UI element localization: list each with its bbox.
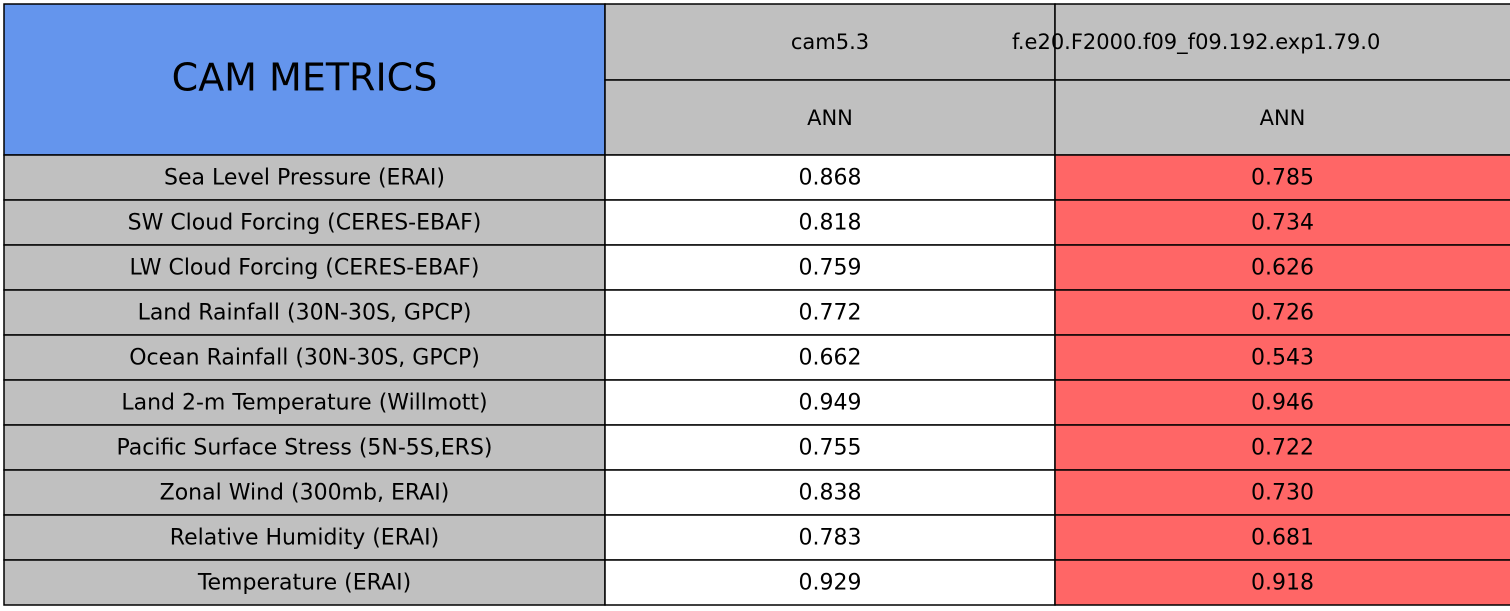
row-label: Sea Level Pressure (ERAI) <box>164 166 445 191</box>
metric-value: 0.918 <box>1251 571 1314 596</box>
row-label: Land 2-m Temperature (Willmott) <box>121 391 487 416</box>
row-label-cell <box>3 379 606 426</box>
row-label: LW Cloud Forcing (CERES-EBAF) <box>129 256 479 281</box>
column-header-cell <box>604 3 1056 81</box>
metric-value: 0.838 <box>799 481 862 506</box>
metric-value: 0.722 <box>1251 436 1314 461</box>
metric-value: 0.734 <box>1251 211 1314 236</box>
season-header-cell <box>604 79 1056 156</box>
column-name: f.e20.F2000.f09_f09.192.exp1.79.0 <box>1012 30 1380 55</box>
value-cell <box>1054 199 1510 246</box>
season-label: ANN <box>807 106 853 130</box>
metric-value: 0.929 <box>799 571 862 596</box>
metric-value: 0.818 <box>799 211 862 236</box>
value-cell <box>604 424 1056 471</box>
table-title: CAM METRICS <box>172 56 438 100</box>
row-label-cell <box>3 469 606 516</box>
value-cell <box>1054 514 1510 561</box>
value-cell <box>604 334 1056 381</box>
value-cell <box>1054 469 1510 516</box>
value-cell <box>604 379 1056 426</box>
metric-value: 0.726 <box>1251 301 1314 326</box>
value-cell <box>1054 289 1510 336</box>
value-cell <box>604 514 1056 561</box>
metric-value: 0.681 <box>1251 526 1314 551</box>
value-cell <box>604 244 1056 291</box>
metric-value: 0.785 <box>1251 166 1314 191</box>
column-header-cell <box>1054 3 1510 81</box>
row-label: SW Cloud Forcing (CERES-EBAF) <box>128 211 482 236</box>
row-label: Temperature (ERAI) <box>197 571 411 596</box>
metric-value: 0.662 <box>799 346 862 371</box>
metric-value: 0.543 <box>1251 346 1314 371</box>
column-name: cam5.3 <box>791 30 869 54</box>
value-cell <box>1054 379 1510 426</box>
row-label: Relative Humidity (ERAI) <box>170 526 439 551</box>
metric-value: 0.772 <box>799 301 862 326</box>
row-label: Zonal Wind (300mb, ERAI) <box>160 481 450 506</box>
season-header-cell <box>1054 79 1510 156</box>
value-cell <box>1054 559 1510 606</box>
row-label-cell <box>3 334 606 381</box>
metric-value: 0.783 <box>799 526 862 551</box>
row-label-cell <box>3 289 606 336</box>
metric-value: 0.946 <box>1251 391 1314 416</box>
row-label: Pacific Surface Stress (5N-5S,ERS) <box>117 436 493 461</box>
value-cell <box>604 559 1056 606</box>
metric-value: 0.868 <box>799 166 862 191</box>
metric-value: 0.730 <box>1251 481 1314 506</box>
row-label: Land Rainfall (30N-30S, GPCP) <box>138 301 472 326</box>
value-cell <box>1054 244 1510 291</box>
value-cell <box>604 469 1056 516</box>
value-cell <box>604 199 1056 246</box>
metric-value: 0.949 <box>799 391 862 416</box>
value-cell <box>604 289 1056 336</box>
season-label: ANN <box>1260 106 1306 130</box>
row-label: Ocean Rainfall (30N-30S, GPCP) <box>129 346 480 371</box>
row-label-cell <box>3 514 606 561</box>
metric-value: 0.755 <box>799 436 862 461</box>
metric-value: 0.759 <box>799 256 862 281</box>
metric-value: 0.626 <box>1251 256 1314 281</box>
title-cell <box>3 3 606 156</box>
